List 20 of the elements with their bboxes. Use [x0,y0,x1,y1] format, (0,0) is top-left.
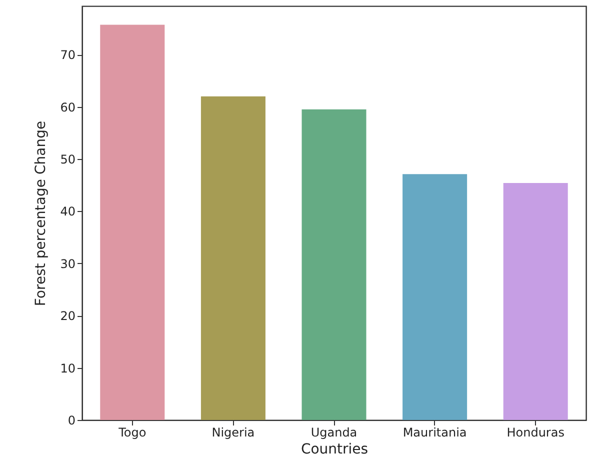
y-tick-label: 10 [60,361,76,376]
x-axis-title: Countries [300,442,368,458]
y-tick-label: 20 [60,309,76,324]
x-tick-label: Honduras [506,426,564,440]
bar [100,24,165,420]
bar [302,109,366,420]
y-tick-label: 0 [68,414,76,428]
y-tick-label: 50 [60,152,76,166]
bar [200,96,266,420]
y-tick-label: 40 [60,204,76,219]
x-tick-label: Nigeria [212,426,255,440]
y-tick-label: 70 [60,48,76,62]
bar [402,174,468,420]
y-tick-label: 30 [60,256,76,271]
bar [503,182,568,420]
y-axis-title: Forest percentage Change [33,120,50,306]
x-tick-label: Togo [118,426,146,440]
x-tick-label: Uganda [310,426,358,440]
y-tick-label: 60 [60,100,76,114]
x-tick-label: Mauritania [402,426,467,440]
